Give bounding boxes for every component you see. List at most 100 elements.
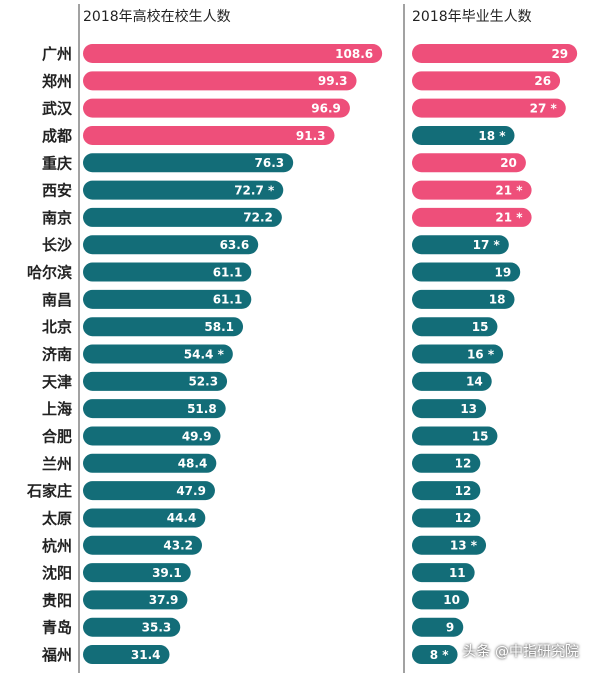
category-label: 南京 — [42, 209, 72, 227]
graduates-value-label: 13 — [460, 402, 477, 416]
category-label: 西安 — [42, 182, 72, 200]
students-value-label: 72.2 — [243, 211, 273, 225]
students-value-label: 48.4 — [178, 457, 208, 471]
graduates-value-label: 12 — [455, 457, 472, 471]
students-value-label: 35.3 — [142, 621, 172, 635]
graduates-bar — [412, 235, 509, 255]
students-value-label: 43.2 — [163, 539, 193, 553]
students-value-label: 49.9 — [182, 429, 212, 443]
graduates-bar — [412, 289, 515, 309]
watermark: 头条 @中指研究院 — [462, 644, 579, 660]
category-label: 哈尔滨 — [27, 264, 72, 282]
students-bar — [83, 645, 170, 665]
graduates-value-label: 27 * — [530, 101, 558, 115]
graduates-value-label: 17 * — [473, 238, 501, 252]
graduates-value-label: 15 — [472, 429, 489, 443]
category-label: 石家庄 — [26, 482, 72, 500]
graduates-chart-title: 2018年毕业生人数 — [412, 9, 532, 25]
students-value-label: 47.9 — [176, 484, 206, 498]
category-label: 沈阳 — [42, 564, 72, 582]
category-label: 长沙 — [42, 236, 72, 254]
students-bar — [83, 590, 188, 610]
students-bar — [83, 262, 252, 282]
students-bar — [83, 371, 228, 391]
students-value-label: 44.4 — [167, 511, 197, 525]
graduates-bar — [412, 399, 487, 419]
category-label: 太原 — [42, 509, 72, 527]
graduates-value-label: 18 * — [478, 129, 506, 143]
category-label: 成都 — [42, 127, 72, 145]
graduates-bar — [412, 481, 481, 501]
students-value-label: 31.4 — [131, 648, 161, 662]
category-label: 济南 — [42, 346, 72, 364]
students-bar — [83, 98, 350, 118]
students-bar — [83, 153, 294, 173]
graduates-bar — [412, 125, 515, 145]
category-label: 贵阳 — [42, 591, 72, 609]
graduates-value-label: 13 * — [450, 539, 478, 553]
graduates-bar — [412, 426, 498, 446]
students-bar — [83, 180, 284, 200]
graduates-bar — [412, 71, 561, 91]
graduates-value-label: 18 — [489, 293, 506, 307]
graduates-value-label: 10 — [443, 593, 460, 607]
students-bar — [83, 535, 202, 555]
graduates-value-label: 21 * — [495, 183, 523, 197]
students-value-label: 63.6 — [220, 238, 250, 252]
category-label: 杭州 — [42, 537, 72, 555]
students-bar — [83, 44, 383, 63]
students-bar — [83, 426, 221, 446]
students-value-label: 37.9 — [149, 593, 179, 607]
category-label: 天津 — [42, 373, 72, 391]
students-value-label: 58.1 — [204, 320, 234, 334]
graduates-bar — [412, 44, 578, 63]
students-value-label: 54.4 * — [184, 347, 225, 361]
students-value-label: 96.9 — [311, 101, 341, 115]
students-value-label: 51.8 — [187, 402, 217, 416]
category-label: 兰州 — [42, 455, 72, 473]
students-value-label: 72.7 * — [234, 183, 275, 197]
students-value-label: 76.3 — [255, 156, 285, 170]
graduates-bar — [412, 317, 498, 337]
students-chart-title: 2018年高校在校生人数 — [83, 8, 231, 25]
graduates-value-label: 15 — [472, 320, 489, 334]
category-label: 合肥 — [41, 427, 72, 445]
category-label: 郑州 — [42, 72, 72, 90]
graduates-value-label: 20 — [500, 156, 517, 170]
students-value-label: 91.3 — [296, 129, 326, 143]
graduates-bar — [412, 180, 532, 200]
students-bar — [83, 481, 215, 501]
graduates-bar — [412, 535, 487, 555]
graduates-value-label: 21 * — [495, 211, 523, 225]
graduates-bar — [412, 563, 475, 583]
graduates-value-label: 14 — [466, 375, 483, 389]
category-label: 武汉 — [42, 100, 73, 118]
graduates-bar — [412, 262, 521, 282]
graduates-value-label: 11 — [449, 566, 466, 580]
category-label: 上海 — [42, 400, 72, 418]
students-value-label: 108.6 — [335, 47, 373, 61]
students-bar — [83, 235, 259, 255]
graduates-value-label: 19 — [495, 265, 512, 279]
category-label: 南昌 — [42, 291, 72, 309]
students-value-label: 61.1 — [213, 293, 243, 307]
graduates-bar — [412, 153, 526, 173]
graduates-bar — [412, 207, 532, 227]
graduates-bar — [412, 371, 492, 391]
students-bar — [83, 289, 252, 309]
students-bar — [83, 399, 226, 419]
students-bar — [83, 207, 282, 227]
students-bar — [83, 563, 191, 583]
students-value-label: 52.3 — [188, 375, 218, 389]
graduates-bar — [412, 98, 566, 118]
category-label: 福州 — [41, 646, 72, 664]
students-bar — [83, 508, 206, 528]
students-bar — [83, 453, 217, 473]
students-bar — [83, 125, 335, 145]
graduates-bar — [412, 508, 481, 528]
graduates-value-label: 26 — [534, 74, 551, 88]
students-bar — [83, 317, 244, 337]
graduates-value-label: 9 — [446, 621, 454, 635]
graduates-value-label: 8 * — [430, 648, 450, 662]
